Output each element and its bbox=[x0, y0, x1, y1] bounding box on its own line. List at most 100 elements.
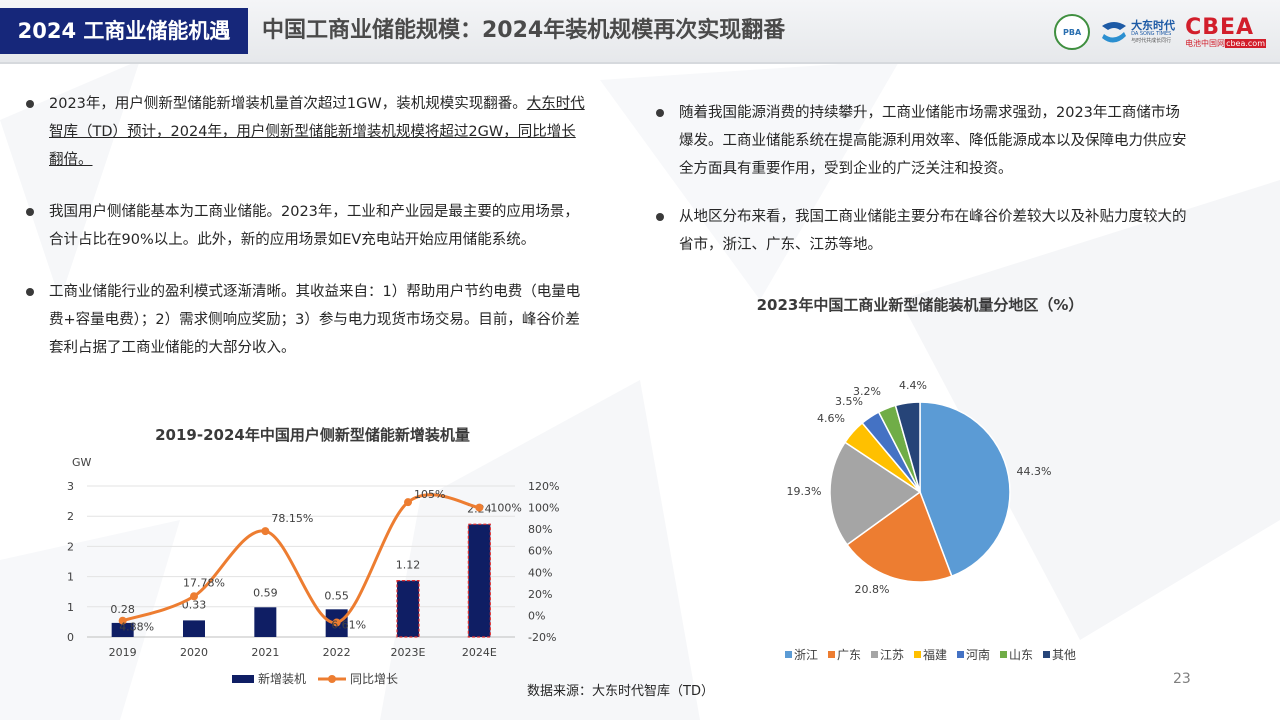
y-axis-unit: GW bbox=[72, 456, 92, 469]
bar-value-label: 0.28 bbox=[110, 603, 134, 616]
y2-tick-label: 40% bbox=[528, 566, 552, 579]
pie-slice bbox=[919, 401, 1011, 578]
y2-tick-label: -20% bbox=[528, 631, 556, 644]
y-tick-label: 1 bbox=[67, 601, 74, 614]
x-tick-label: 2024E bbox=[462, 646, 497, 659]
growth-point bbox=[261, 527, 270, 536]
header-bar: 2024 工商业储能机遇 中国工商业储能规模：2024年装机规模再次实现翻番 P… bbox=[0, 0, 1280, 64]
y-tick-label: 2 bbox=[67, 510, 74, 523]
bullet-item: 随着我国能源消费的持续攀升，工商业储能市场需求强劲，2023年工商储市场爆发。工… bbox=[652, 99, 1192, 183]
legend-line-marker bbox=[328, 675, 336, 683]
dasong-logo-en: DA SONG TIMES bbox=[1131, 31, 1172, 37]
pie-legend-swatch bbox=[871, 651, 878, 658]
x-tick-label: 2021 bbox=[251, 646, 279, 659]
x-tick-label: 2022 bbox=[323, 646, 351, 659]
cbea-logo-sub-a: 电池中国网 bbox=[1185, 38, 1226, 48]
cbea-logo-sub-b: cbea.com bbox=[1225, 38, 1266, 48]
bar-chart-title: 2019-2024年中国用户侧新型储能新增装机量 bbox=[155, 426, 470, 444]
bar-value-label: 0.33 bbox=[182, 598, 207, 611]
pie-slice bbox=[894, 401, 921, 493]
bar bbox=[111, 622, 134, 637]
cbea-logo-name: CBEA bbox=[1185, 14, 1255, 40]
bullet-text: 2023年，用户侧新型储能新增装机量首次超过1GW，装机规模实现翻番。 bbox=[49, 96, 527, 112]
cbea-logo-sub: 电池中国网cbea.com bbox=[1185, 38, 1266, 48]
bar bbox=[254, 607, 277, 637]
pie-value-label: 20.8% bbox=[855, 583, 890, 596]
pie-value-label: 19.3% bbox=[787, 485, 822, 498]
growth-value-label: 78.15% bbox=[271, 512, 313, 525]
bar-line-chart: GW 0 1 1 2 2 3 -20% 0% 20% 40% 60% 80% 100% 120% 2019 20… bbox=[67, 456, 559, 686]
left-bullet-list: 2023年，用户侧新型储能新增装机量首次超过1GW，装机规模实现翻番。大东时代智… bbox=[22, 90, 587, 386]
data-source: 数据来源：大东时代智库（TD） bbox=[527, 684, 714, 699]
y2-tick-label: 100% bbox=[528, 502, 559, 515]
y2-tick-label: 60% bbox=[528, 545, 552, 558]
x-tick-label: 2023E bbox=[391, 646, 426, 659]
dasong-logo-name: 大东时代 bbox=[1131, 19, 1176, 32]
pie-legend-label: 河南 bbox=[966, 647, 990, 662]
page-title: 中国工商业储能规模：2024年装机规模再次实现翻番 bbox=[262, 18, 786, 43]
pie-legend-label: 浙江 bbox=[794, 648, 818, 662]
pie-legend-label: 其他 bbox=[1052, 648, 1076, 662]
growth-value-label: 4.88% bbox=[119, 621, 154, 634]
growth-point bbox=[475, 503, 484, 512]
legend-bar-swatch bbox=[232, 675, 254, 683]
dasong-mark-icon bbox=[1102, 22, 1127, 43]
dasong-logo-slogan: 与时代共成长同行 bbox=[1131, 38, 1172, 44]
x-tick-label: 2020 bbox=[180, 646, 208, 659]
bar-value-label: 1.12 bbox=[396, 559, 421, 572]
legend-line-label: 同比增长 bbox=[350, 672, 398, 686]
growth-point bbox=[332, 618, 341, 627]
legend-bar-label: 新增装机 bbox=[258, 671, 306, 686]
y-tick-label: 2 bbox=[67, 540, 74, 553]
growth-value-label: 6.61% bbox=[331, 619, 366, 632]
growth-value-label: 17.78% bbox=[183, 576, 225, 589]
bar bbox=[467, 523, 491, 638]
x-tick-label: 2019 bbox=[109, 646, 137, 659]
pie-value-label: 4.4% bbox=[899, 379, 927, 392]
bar-value-label: 0.55 bbox=[324, 589, 349, 602]
bullet-underlined-text: 大东时代智库（TD）预计，2024年，用户侧新型储能新增装机规模将超过2GW，同… bbox=[49, 96, 585, 168]
growth-value-label: 105% bbox=[414, 488, 445, 501]
right-bullet-list: 随着我国能源消费的持续攀升，工商业储能市场需求强劲，2023年工商储市场爆发。工… bbox=[652, 99, 1192, 279]
pie-legend-swatch bbox=[914, 651, 921, 658]
logo-group: PBA 大东时代 DA SONG TIMES 与时代共成长同行 CBEA 电池中… bbox=[1054, 12, 1266, 52]
pie-value-label: 4.6% bbox=[817, 412, 845, 425]
growth-point bbox=[190, 592, 198, 601]
bullet-text: 工商业储能行业的盈利模式逐渐清晰。其收益来自：1）帮助用户节约电费（电量电费+容… bbox=[49, 284, 581, 356]
pie-chart: 44.3% 20.8% 19.3% 4.6% 3.5%3.2% 4.4% 浙江 广东 江苏 福建 河… bbox=[785, 379, 1076, 662]
pie-value-label: 3.5% bbox=[835, 395, 863, 408]
bullet-item: 2023年，用户侧新型储能新增装机量首次超过1GW，装机规模实现翻番。大东时代智… bbox=[22, 90, 587, 174]
pie-legend-label: 江苏 bbox=[880, 648, 904, 662]
section-tag: 2024 工商业储能机遇 bbox=[0, 8, 248, 54]
y2-tick-label: 0% bbox=[528, 609, 545, 622]
bar bbox=[183, 620, 205, 637]
pie-legend-label: 广东 bbox=[837, 648, 861, 662]
pie-value-label: 44.3% bbox=[1017, 465, 1052, 478]
pie-legend-label: 山东 bbox=[1009, 648, 1033, 662]
pie-legend-swatch bbox=[1043, 651, 1050, 658]
pie-legend-swatch bbox=[828, 651, 835, 658]
y-tick-label: 0 bbox=[67, 631, 74, 644]
pba-logo-text: PBA bbox=[1062, 27, 1082, 37]
pba-logo: PBA bbox=[1054, 14, 1091, 50]
y2-tick-label: 80% bbox=[528, 523, 552, 536]
pie-slice bbox=[846, 490, 953, 583]
y-tick-label: 1 bbox=[67, 571, 74, 584]
bullet-text: 随着我国能源消费的持续攀升，工商业储能市场需求强劲，2023年工商储市场爆发。工… bbox=[679, 105, 1187, 177]
bar-value-label: 0.59 bbox=[253, 586, 277, 599]
bullet-text: 我国用户侧储能基本为工商业储能。2023年，工业和产业园是最主要的应用场景，合计… bbox=[49, 204, 579, 248]
bullet-text: 从地区分布来看，我国工商业储能主要分布在峰谷价差较大以及补贴力度较大的省市，浙江… bbox=[679, 209, 1187, 253]
y-tick-label: 3 bbox=[67, 480, 74, 493]
y2-tick-label: 120% bbox=[528, 480, 559, 493]
bullet-item: 从地区分布来看，我国工商业储能主要分布在峰谷价差较大以及补贴力度较大的省市，浙江… bbox=[652, 203, 1192, 259]
pie-legend-label: 福建 bbox=[923, 647, 947, 662]
growth-point bbox=[118, 616, 127, 625]
growth-point bbox=[404, 498, 412, 507]
dasong-logo: 大东时代 DA SONG TIMES 与时代共成长同行 bbox=[1100, 20, 1175, 44]
pie-legend-swatch bbox=[957, 651, 964, 658]
pie-legend-swatch bbox=[785, 651, 792, 658]
pie-chart-title: 2023年中国工商业新型储能装机量分地区（%） bbox=[756, 296, 1084, 314]
y2-tick-label: 20% bbox=[528, 588, 552, 601]
page-number: 23 bbox=[1173, 671, 1191, 687]
